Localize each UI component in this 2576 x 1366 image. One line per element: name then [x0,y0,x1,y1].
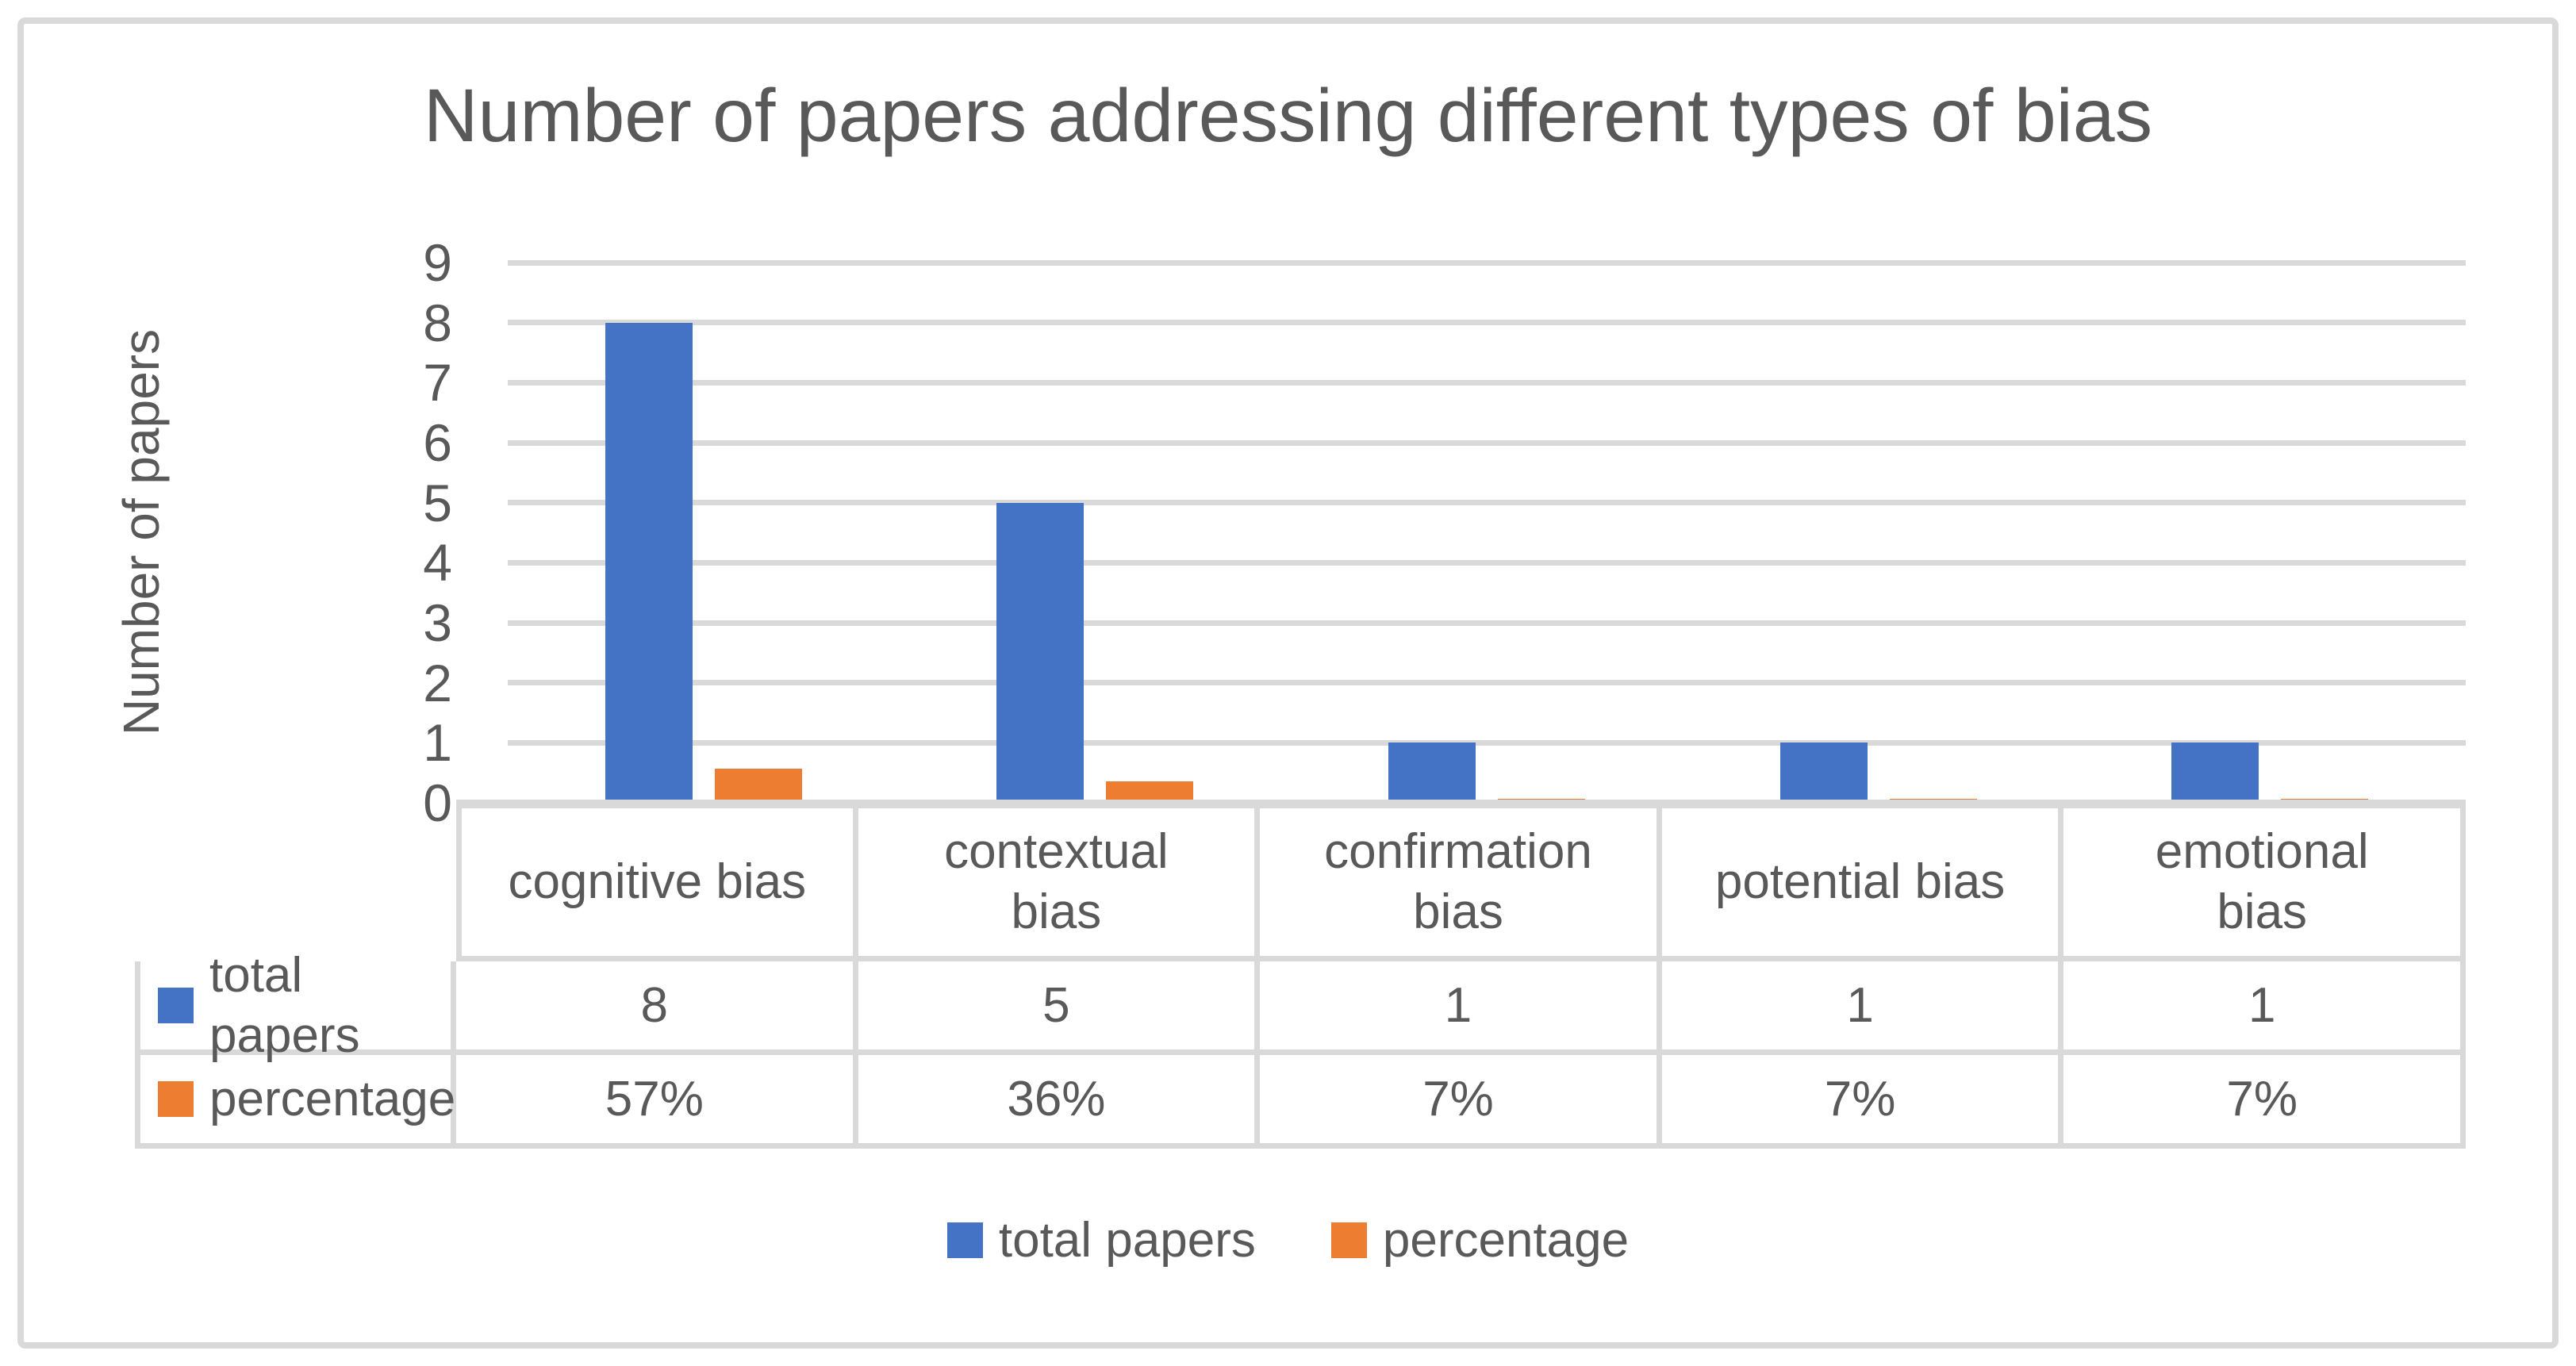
y-axis-tick-label: 3 [423,593,452,652]
chart-border [17,17,2559,1349]
gridline [508,559,2466,566]
legend-swatch-percentage [1330,1222,1367,1258]
table-row-label-text: total papers [209,947,360,1063]
legend-label-total-papers: total papers [998,1213,1256,1268]
table-header-cell-potential-bias: potential bias [1661,803,2064,961]
legend-item-percentage: percentage [1330,1212,1630,1268]
y-axis-tick-label: 0 [423,773,452,832]
bar-total-papers-cognitive-bias [605,323,693,803]
table-cell-total-papers-emotional-bias: 1 [2063,961,2466,1055]
table-cell-total-papers-cognitive-bias: 8 [456,961,858,1055]
table-row-label-total-papers: total papers [135,948,456,1063]
chart-legend: total papers percentage [0,1212,2576,1268]
table-header-cell-cognitive-bias: cognitive bias [456,803,858,961]
y-axis-tick-label: 4 [423,533,452,593]
y-axis-tick-label: 7 [423,353,452,412]
data-table: cognitive bias contextual bias confirmatio… [135,803,2466,1149]
legend-swatch-total-papers [946,1222,983,1258]
plot-area [508,259,2466,803]
table-cell-total-papers-confirmation-bias: 1 [1260,961,1662,1055]
gridline [508,680,2466,686]
y-axis-tick-label: 2 [423,653,452,712]
table-cell-total-papers-contextual-bias: 5 [858,961,1261,1055]
y-axis-tick-label: 5 [423,473,452,532]
gridline [508,379,2466,386]
gridline [508,620,2466,626]
table-legend-swatch-total-papers [158,988,194,1023]
x-axis-line [456,800,2466,805]
bar-percentage-cognitive-bias [714,769,802,803]
bar-total-papers-contextual-bias [996,503,1085,803]
legend-item-total-papers: total papers [946,1212,1256,1268]
y-axis-tick-label: 9 [423,233,452,292]
table-cell-percentage-emotional-bias: 7% [2063,1055,2466,1149]
table-legend-swatch-percentage [158,1081,194,1117]
y-axis-tick-label: 6 [423,413,452,472]
table-cell-percentage-confirmation-bias: 7% [1260,1055,1662,1149]
bar-total-papers-potential-bias [1779,742,1868,803]
table-header-cell-contextual-bias: contextual bias [858,803,1261,961]
table-cell-percentage-potential-bias: 7% [1661,1055,2064,1149]
legend-label-percentage: percentage [1382,1213,1630,1268]
y-axis-title: Number of papers [113,328,170,736]
bar-total-papers-emotional-bias [2171,742,2259,803]
table-header-cell-confirmation-bias: confirmation bias [1260,803,1662,961]
y-axis-tick-label: 1 [423,713,452,773]
gridline [508,739,2466,746]
chart-title: Number of papers addressing different ty… [423,74,2153,158]
gridline [508,439,2466,446]
gridline [508,320,2466,326]
table-row-label-percentage: percentage [135,1055,456,1149]
y-axis-tick-label: 8 [423,293,452,352]
gridline [508,500,2466,506]
gridline [508,259,2466,266]
table-cell-total-papers-potential-bias: 1 [1661,961,2064,1055]
table-cell-percentage-cognitive-bias: 57% [456,1055,858,1149]
table-corner-cell [135,803,456,961]
table-cell-percentage-contextual-bias: 36% [858,1055,1261,1149]
bar-percentage-contextual-bias [1106,781,1194,803]
table-row-label-text: percentage [209,1071,456,1126]
table-header-cell-emotional-bias: emotional bias [2063,803,2466,961]
bar-total-papers-confirmation-bias [1388,742,1476,803]
